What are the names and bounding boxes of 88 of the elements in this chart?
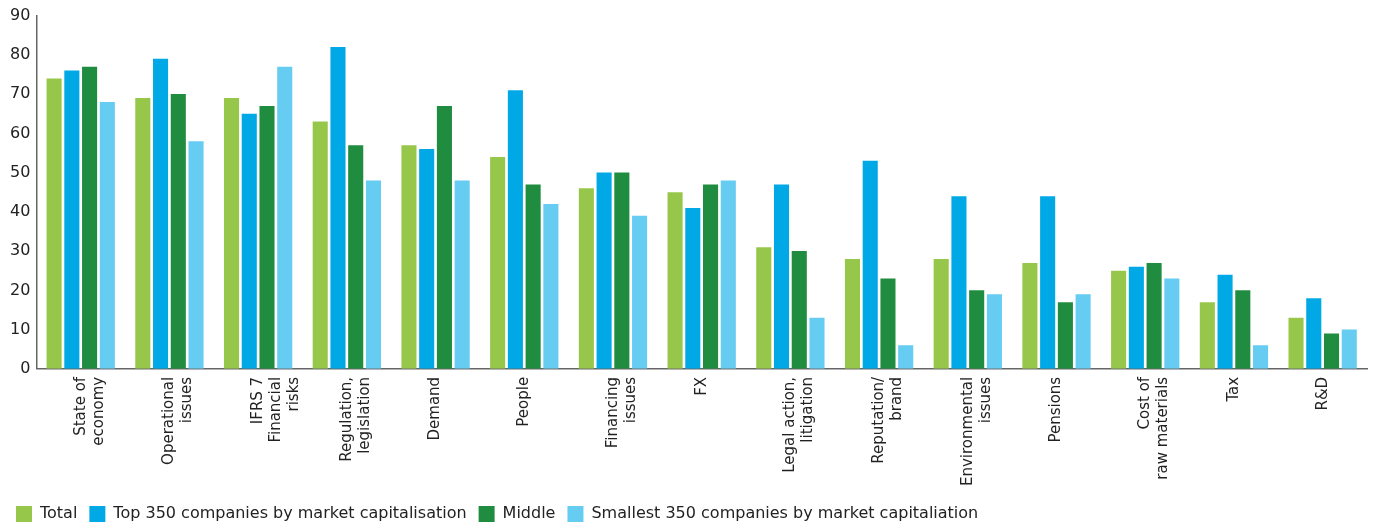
bar [312, 121, 328, 369]
bar [170, 94, 186, 369]
bar [614, 172, 630, 369]
bar [1128, 266, 1144, 369]
bar [844, 258, 861, 369]
bar [46, 78, 62, 369]
bar [1057, 302, 1073, 369]
bar [632, 215, 648, 369]
x-tick-label: IFRS 7 Financial risks [248, 376, 303, 443]
legend-label: Middle [502, 503, 556, 523]
x-tick-label: Financing issues [602, 376, 639, 449]
bar [241, 113, 257, 369]
bar [791, 251, 807, 369]
bar [596, 172, 612, 369]
bar [933, 258, 949, 369]
x-tick-label: FX [691, 376, 710, 396]
bar [525, 184, 541, 369]
y-tick-label: 60 [10, 122, 31, 142]
x-tick-label: Pensions [1046, 376, 1065, 443]
bar [419, 149, 435, 369]
y-tick-label: 80 [10, 44, 31, 64]
y-tick-label: 50 [10, 161, 31, 181]
bar [773, 184, 790, 369]
bar [667, 192, 683, 369]
bar [703, 184, 719, 369]
bar [1146, 262, 1162, 369]
bar [880, 278, 896, 369]
bar [1253, 345, 1269, 369]
bar [277, 66, 293, 369]
y-tick-label: 70 [10, 83, 31, 103]
bar [99, 101, 115, 369]
bar [1199, 302, 1215, 369]
bar [507, 90, 523, 369]
bar [1022, 262, 1038, 369]
bar [401, 145, 417, 369]
bar [1040, 196, 1056, 369]
bar [223, 98, 240, 369]
bar [756, 247, 772, 369]
bar [348, 145, 364, 369]
bar [330, 47, 346, 369]
bar [685, 207, 701, 369]
bar [543, 204, 559, 369]
x-tick-label: Operational issues [159, 376, 196, 465]
legend-label: Smallest 350 companies by market capitaliation [591, 503, 979, 523]
bar [365, 180, 381, 369]
bar [1323, 333, 1340, 369]
bar [809, 317, 825, 369]
x-tick-label: Demand [425, 376, 444, 441]
bar [135, 98, 151, 369]
bar [188, 141, 204, 369]
bar [862, 160, 878, 369]
bar [1075, 294, 1091, 369]
x-tick-label: Tax [1223, 376, 1242, 403]
bar [1164, 278, 1180, 369]
bar [436, 105, 452, 369]
x-tick-label: Legal action, litigation [780, 376, 817, 473]
bar [969, 290, 985, 369]
bar [454, 180, 470, 369]
bar [986, 294, 1002, 369]
bar [1306, 298, 1322, 369]
x-tick-label: Environmental issues [957, 376, 994, 486]
y-tick-label: 10 [10, 318, 31, 338]
y-tick-label: 90 [10, 4, 31, 24]
y-tick-label: 30 [10, 240, 31, 260]
y-tick-label: 20 [10, 279, 31, 299]
bar [153, 58, 169, 369]
bar [490, 156, 506, 369]
bar [259, 105, 275, 369]
x-tick-label: Cost of raw materials [1135, 376, 1172, 480]
bar [1341, 329, 1357, 369]
bar [720, 180, 736, 369]
y-tick-label: 0 [20, 358, 31, 378]
y-tick-label: 40 [10, 201, 31, 221]
bar [82, 66, 98, 369]
legend-label: Total [39, 503, 78, 523]
x-tick-label: Reputation/ brand [868, 375, 905, 464]
bar [1235, 290, 1251, 369]
bar [1111, 270, 1127, 369]
bar [951, 196, 967, 369]
x-tick-label: People [514, 376, 533, 427]
x-tick-label: R&D [1312, 376, 1331, 411]
bar [64, 70, 80, 369]
bar [1217, 274, 1233, 369]
x-tick-label: State of economy [70, 376, 107, 446]
bar [1288, 317, 1304, 369]
legend-label: Top 350 companies by market capitalisation [112, 503, 467, 523]
bar [898, 345, 914, 369]
bar [578, 188, 594, 369]
